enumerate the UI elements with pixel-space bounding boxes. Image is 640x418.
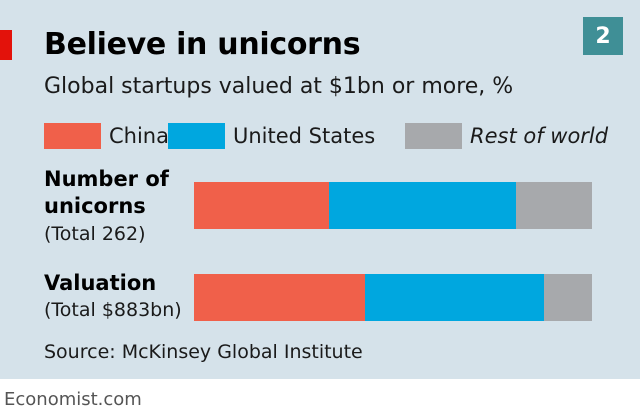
row-label-unicorns-line1: Number of: [44, 167, 169, 191]
row-sub-unicorns-total: (Total 262): [44, 223, 146, 245]
legend-label-us: United States: [233, 124, 376, 148]
brand-red-tab: [0, 30, 12, 60]
row-sub-valuation-total: (Total $883bn): [44, 299, 182, 321]
bar-unicorns-china: [194, 182, 330, 229]
chart-number-badge: 2: [583, 17, 623, 55]
bar-valuation-rest-of-world: [544, 274, 593, 321]
legend-swatch-rest-of-world: [405, 123, 462, 149]
row-label-unicorns-line2: unicorns: [44, 194, 146, 218]
legend-rest-of-world: Rest of world: [405, 121, 608, 151]
bar-valuation-united-states: [365, 274, 545, 321]
footer-credit: Economist.com: [4, 389, 142, 410]
chart-title: Believe in unicorns: [44, 27, 361, 62]
bar-unicorns-united-states: [329, 182, 517, 229]
legend-label-rest-of-world: Rest of world: [470, 124, 609, 148]
row-label-valuation: Valuation: [44, 271, 157, 295]
bar-valuation-china: [194, 274, 366, 321]
legend-label-china: China: [109, 124, 169, 148]
legend-us: United States: [168, 121, 375, 151]
chart-panel: Believe in unicorns 2 Global startups va…: [0, 0, 640, 379]
bar-unicorns-rest-of-world: [516, 182, 593, 229]
legend-china: China: [44, 121, 169, 151]
chart-subtitle: Global startups valued at $1bn or more, …: [44, 74, 514, 99]
legend-swatch-china: [44, 123, 101, 149]
source-note: Source: McKinsey Global Institute: [44, 341, 363, 363]
legend-swatch-us: [168, 123, 225, 149]
